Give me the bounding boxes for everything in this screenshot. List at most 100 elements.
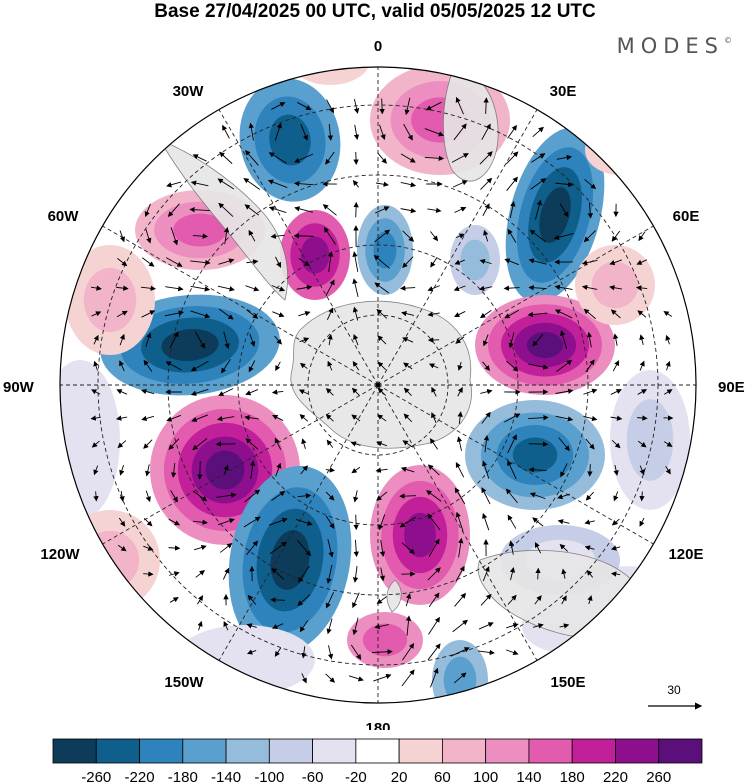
anomaly-contour (173, 213, 227, 247)
wind-vector (478, 622, 494, 630)
wind-vector (246, 623, 257, 629)
brand-name: MODES (616, 34, 724, 58)
wind-vector (219, 151, 233, 164)
wind-vector (402, 337, 414, 343)
wind-vector (197, 461, 203, 480)
wind-vector (323, 226, 336, 245)
wind-vector (535, 567, 541, 580)
polar-map: 0 30E 60E 90E 120E 150E 180 150W 120W 90… (3, 38, 745, 730)
wind-vector (528, 285, 547, 291)
wind-vector (164, 310, 185, 317)
anomaly-contour (512, 437, 558, 473)
reference-vector: 30 (648, 683, 703, 710)
map-field (60, 67, 696, 703)
wind-vector (454, 592, 467, 607)
colorbar-swatch (52, 738, 97, 764)
antarctica-landmass (290, 300, 472, 449)
wind-vector (299, 620, 309, 633)
wind-vector (637, 415, 648, 421)
wind-vector (325, 279, 335, 297)
wind-vector (326, 439, 334, 448)
wind-vector (116, 310, 128, 318)
wind-vector (268, 152, 287, 164)
wind-vector (271, 285, 286, 292)
wind-vector (583, 230, 596, 243)
anomaly-contour (270, 530, 310, 590)
wind-vector (457, 411, 463, 424)
wind-vector (638, 231, 646, 242)
wind-vector (480, 593, 492, 606)
meridian-line (212, 98, 379, 386)
wind-vector (528, 414, 549, 421)
wind-vector (168, 438, 180, 450)
wind-vector (430, 231, 439, 242)
wind-vector (583, 415, 598, 422)
wind-vector (504, 309, 520, 319)
wind-vector (637, 440, 647, 448)
meridian-line (91, 384, 379, 551)
wind-vector (663, 389, 673, 395)
wind-vector (327, 360, 333, 371)
wind-vector (377, 361, 387, 371)
wind-vector (479, 259, 492, 265)
wind-vector (190, 310, 211, 319)
wind-vector (298, 257, 310, 267)
wind-vector (325, 592, 334, 609)
wind-vector (274, 122, 282, 141)
wind-vector (479, 151, 493, 165)
wind-vector (298, 389, 309, 395)
wind-vector (192, 519, 208, 525)
wind-vector (427, 643, 441, 661)
wind-vector (455, 461, 465, 478)
wind-vector (532, 517, 544, 527)
wind-vector (143, 545, 154, 551)
wind-vector (560, 463, 568, 478)
wind-vector (325, 387, 334, 396)
wind-vector (402, 440, 414, 448)
wind-vector (530, 178, 547, 190)
southern-africa-landmass (442, 67, 499, 182)
wind-vector (269, 517, 288, 526)
wind-vector (561, 595, 567, 605)
wind-vector (374, 206, 390, 214)
wind-vector (454, 206, 467, 213)
wind-vector (483, 229, 489, 242)
wind-vector (93, 491, 99, 502)
wind-vector (558, 437, 570, 452)
wind-vector (506, 176, 518, 191)
wind-vector (244, 489, 261, 503)
wind-vector (267, 179, 288, 189)
wind-vector (428, 592, 440, 608)
wind-vector (452, 180, 468, 188)
meridian-line (377, 219, 665, 386)
wind-vector (119, 490, 125, 502)
wind-vector (300, 123, 309, 141)
wind-vector (639, 360, 645, 371)
colorbar: -260 -220 -180 -140 -100 -60 -20 20 60 100 140 180 2… (52, 738, 703, 783)
wind-vector (377, 335, 387, 345)
wind-vector (373, 673, 392, 682)
wind-vector (374, 229, 391, 243)
wind-vector (272, 311, 285, 318)
wind-vector (351, 414, 361, 422)
lon-label-60e: 60E (673, 208, 700, 225)
lon-label-150e: 150E (550, 674, 585, 691)
wind-vector (353, 124, 360, 141)
wind-vector (430, 667, 439, 688)
wind-vector (243, 516, 261, 528)
wind-vector (528, 258, 547, 265)
wind-vector (190, 180, 209, 187)
wind-vector (401, 669, 415, 687)
colorbar-swatch (658, 738, 703, 764)
wind-vector (455, 565, 465, 582)
wind-vector (352, 179, 359, 188)
wind-vector (248, 229, 256, 242)
wind-vector (405, 615, 412, 636)
wind-vector (450, 647, 470, 657)
lon-label-180: 180 (365, 720, 390, 730)
anomaly-contour (373, 231, 397, 269)
wind-vector (245, 389, 259, 396)
colorbar-swatch (441, 738, 487, 764)
wind-vector (245, 149, 259, 166)
wind-vector (299, 362, 308, 369)
